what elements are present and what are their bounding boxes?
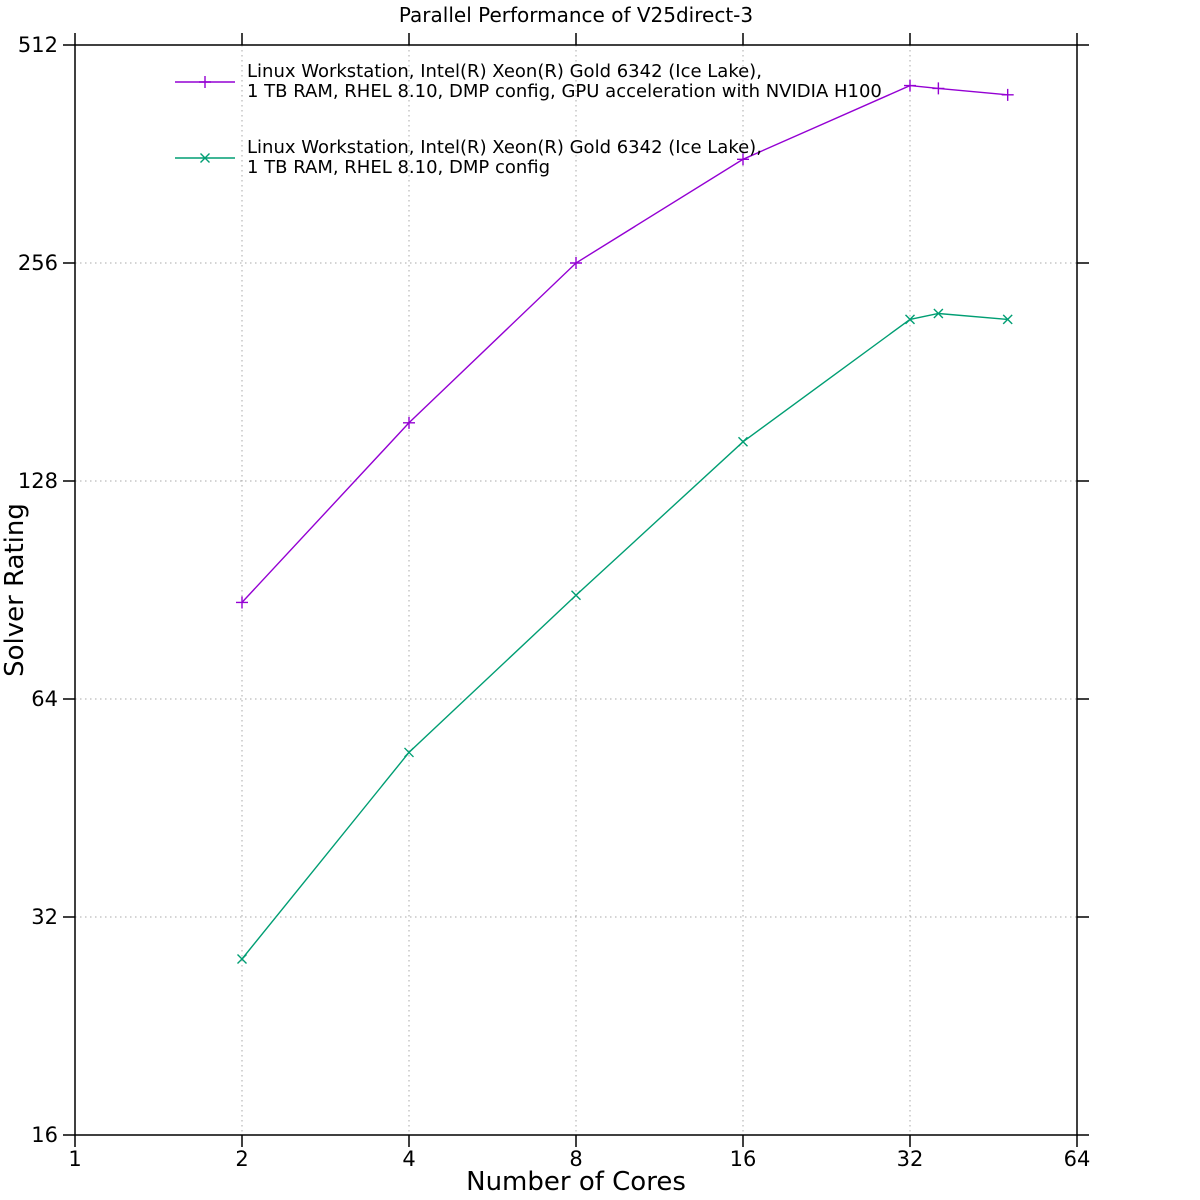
x-tick-label-64: 64	[1064, 1147, 1091, 1171]
series-1-marker-2cores	[236, 596, 248, 609]
legend-label-line: 1 TB RAM, RHEL 8.10, DMP config	[247, 156, 551, 178]
series-1-marker-36cores	[932, 82, 945, 95]
legend-entry-gpu: Linux Workstation, Intel(R) Xeon(R) Gold…	[175, 62, 882, 101]
legend-entry-cpu: Linux Workstation, Intel(R) Xeon(R) Gold…	[175, 138, 882, 177]
series-1-marker-16cores	[737, 153, 749, 166]
y-tick-label-32: 32	[31, 905, 58, 929]
series-2-marker-32cores	[905, 314, 915, 325]
y-axis-label: Solver Rating	[0, 503, 30, 677]
x-tick-label-1: 1	[68, 1147, 81, 1171]
x-axis-label: Number of Cores	[466, 1167, 686, 1197]
series-2-marker-36cores	[933, 308, 944, 319]
legend-sample-marker-series-1	[199, 75, 211, 88]
series-1-marker-4cores	[403, 416, 415, 429]
legend-sample-line-gpu-series	[175, 75, 235, 88]
series-1-marker-32cores	[904, 79, 916, 92]
x-tick-label-8: 8	[569, 1147, 582, 1171]
series-1-marker-8cores	[570, 257, 582, 269]
series-2	[237, 308, 1013, 964]
series-2-marker-48cores	[1002, 314, 1013, 325]
y-tick-label-512: 512	[18, 33, 58, 57]
y-tick-label-64: 64	[31, 687, 58, 711]
x-tick-label-4: 4	[402, 1147, 415, 1171]
legend-sample-line-cpu-series	[175, 152, 235, 163]
y-tick-label-256: 256	[18, 251, 58, 275]
series-1	[236, 79, 1014, 609]
legend: Linux Workstation, Intel(R) Xeon(R) Gold…	[175, 62, 882, 177]
series-2-marker-16cores	[738, 436, 748, 447]
series-2-marker-8cores	[571, 590, 581, 601]
legend-label-cpu: Linux Workstation, Intel(R) Xeon(R) Gold…	[247, 138, 762, 177]
x-tick-label-32: 32	[897, 1147, 924, 1171]
legend-sample-marker-series-2	[200, 152, 210, 163]
legend-label-line: 1 TB RAM, RHEL 8.10, DMP config, GPU acc…	[247, 80, 882, 102]
y-tick-label-16: 16	[31, 1123, 58, 1147]
legend-label-gpu: Linux Workstation, Intel(R) Xeon(R) Gold…	[247, 62, 882, 101]
series-2-marker-4cores	[404, 747, 414, 758]
legend-label-line: Linux Workstation, Intel(R) Xeon(R) Gold…	[247, 61, 762, 82]
series-2-line	[241, 312, 1008, 960]
y-tick-label-128: 128	[18, 469, 58, 493]
x-tick-label-16: 16	[730, 1147, 757, 1171]
series-2-marker-2cores	[237, 954, 247, 964]
legend-label-line: Linux Workstation, Intel(R) Xeon(R) Gold…	[247, 137, 762, 158]
series-1-marker-48cores	[1001, 88, 1014, 101]
x-tick-label-2: 2	[235, 1147, 248, 1171]
chart-title: Parallel Performance of V25direct-3	[398, 3, 754, 27]
